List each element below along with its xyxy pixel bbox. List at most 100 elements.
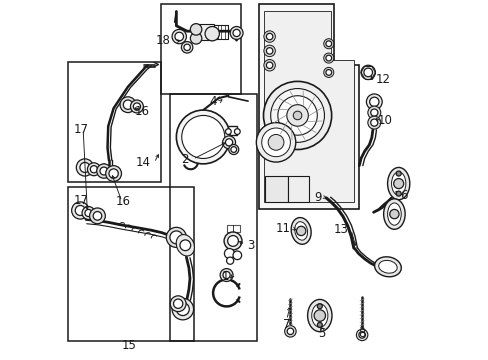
Circle shape — [264, 59, 275, 71]
Circle shape — [234, 129, 240, 134]
Circle shape — [75, 206, 85, 216]
Text: 9: 9 — [313, 191, 321, 204]
Circle shape — [395, 191, 400, 196]
Circle shape — [233, 251, 241, 260]
Ellipse shape — [311, 304, 327, 327]
Circle shape — [225, 129, 231, 134]
Circle shape — [227, 235, 238, 246]
Circle shape — [360, 65, 375, 80]
Polygon shape — [264, 12, 353, 202]
Text: 16: 16 — [116, 195, 131, 208]
Circle shape — [87, 163, 100, 176]
Circle shape — [170, 296, 185, 312]
Circle shape — [393, 179, 403, 189]
Circle shape — [317, 304, 322, 309]
Ellipse shape — [307, 300, 331, 332]
Circle shape — [100, 167, 108, 175]
Circle shape — [226, 257, 233, 264]
Text: 16: 16 — [135, 105, 150, 118]
Circle shape — [263, 81, 331, 149]
Circle shape — [389, 210, 398, 219]
Circle shape — [323, 67, 333, 77]
Circle shape — [284, 325, 296, 337]
Circle shape — [175, 32, 183, 41]
Ellipse shape — [294, 222, 307, 240]
Bar — [265, 176, 287, 202]
Bar — [161, 4, 241, 94]
Text: 3: 3 — [247, 239, 254, 252]
Circle shape — [93, 212, 102, 220]
Circle shape — [313, 310, 325, 321]
Circle shape — [220, 269, 233, 282]
Text: 6: 6 — [400, 189, 407, 202]
Circle shape — [105, 166, 121, 181]
Text: 13: 13 — [333, 223, 348, 236]
Polygon shape — [258, 4, 359, 209]
Circle shape — [366, 94, 382, 110]
Ellipse shape — [387, 203, 400, 225]
Circle shape — [130, 100, 143, 113]
Circle shape — [76, 159, 93, 176]
Circle shape — [204, 27, 219, 41]
Text: 17: 17 — [73, 194, 88, 207]
Circle shape — [228, 144, 238, 154]
Circle shape — [181, 41, 192, 53]
Circle shape — [225, 139, 232, 146]
Circle shape — [277, 96, 317, 135]
Text: 7: 7 — [283, 318, 290, 331]
Bar — [169, 94, 256, 341]
Ellipse shape — [383, 199, 405, 229]
Circle shape — [173, 299, 183, 309]
Circle shape — [270, 89, 324, 142]
Circle shape — [358, 332, 365, 338]
Circle shape — [293, 111, 301, 120]
Circle shape — [85, 210, 92, 217]
Text: 8: 8 — [358, 327, 365, 340]
Ellipse shape — [176, 235, 194, 256]
Circle shape — [222, 136, 235, 149]
Circle shape — [90, 166, 97, 173]
Circle shape — [166, 227, 186, 247]
Circle shape — [266, 62, 272, 68]
Circle shape — [363, 68, 372, 77]
Circle shape — [261, 128, 290, 157]
Bar — [287, 176, 308, 202]
Circle shape — [82, 207, 95, 220]
Circle shape — [176, 303, 189, 316]
Circle shape — [89, 208, 105, 224]
Text: 17: 17 — [73, 123, 88, 136]
Circle shape — [266, 48, 272, 54]
Circle shape — [264, 45, 275, 57]
Circle shape — [182, 116, 224, 158]
Circle shape — [286, 105, 308, 126]
Circle shape — [172, 298, 193, 320]
Circle shape — [325, 69, 331, 75]
Circle shape — [224, 232, 242, 250]
Text: 15: 15 — [122, 339, 136, 352]
Text: 5: 5 — [318, 327, 325, 340]
Text: 2: 2 — [181, 153, 188, 166]
Ellipse shape — [290, 217, 310, 244]
Circle shape — [230, 27, 243, 40]
Circle shape — [97, 164, 111, 178]
Circle shape — [133, 103, 140, 110]
Ellipse shape — [387, 167, 409, 200]
Circle shape — [72, 202, 89, 219]
Circle shape — [356, 329, 367, 341]
Text: 18: 18 — [155, 34, 170, 48]
Text: 10: 10 — [377, 114, 392, 127]
Circle shape — [123, 100, 132, 109]
Circle shape — [266, 33, 272, 40]
Circle shape — [180, 240, 190, 251]
Circle shape — [325, 41, 331, 46]
Text: 4: 4 — [209, 95, 216, 108]
Circle shape — [176, 110, 230, 164]
Ellipse shape — [378, 260, 396, 273]
Circle shape — [370, 119, 377, 126]
Circle shape — [169, 231, 183, 244]
Circle shape — [230, 147, 236, 152]
Ellipse shape — [391, 172, 405, 195]
Circle shape — [267, 134, 284, 150]
Circle shape — [224, 248, 234, 258]
Circle shape — [323, 39, 333, 49]
